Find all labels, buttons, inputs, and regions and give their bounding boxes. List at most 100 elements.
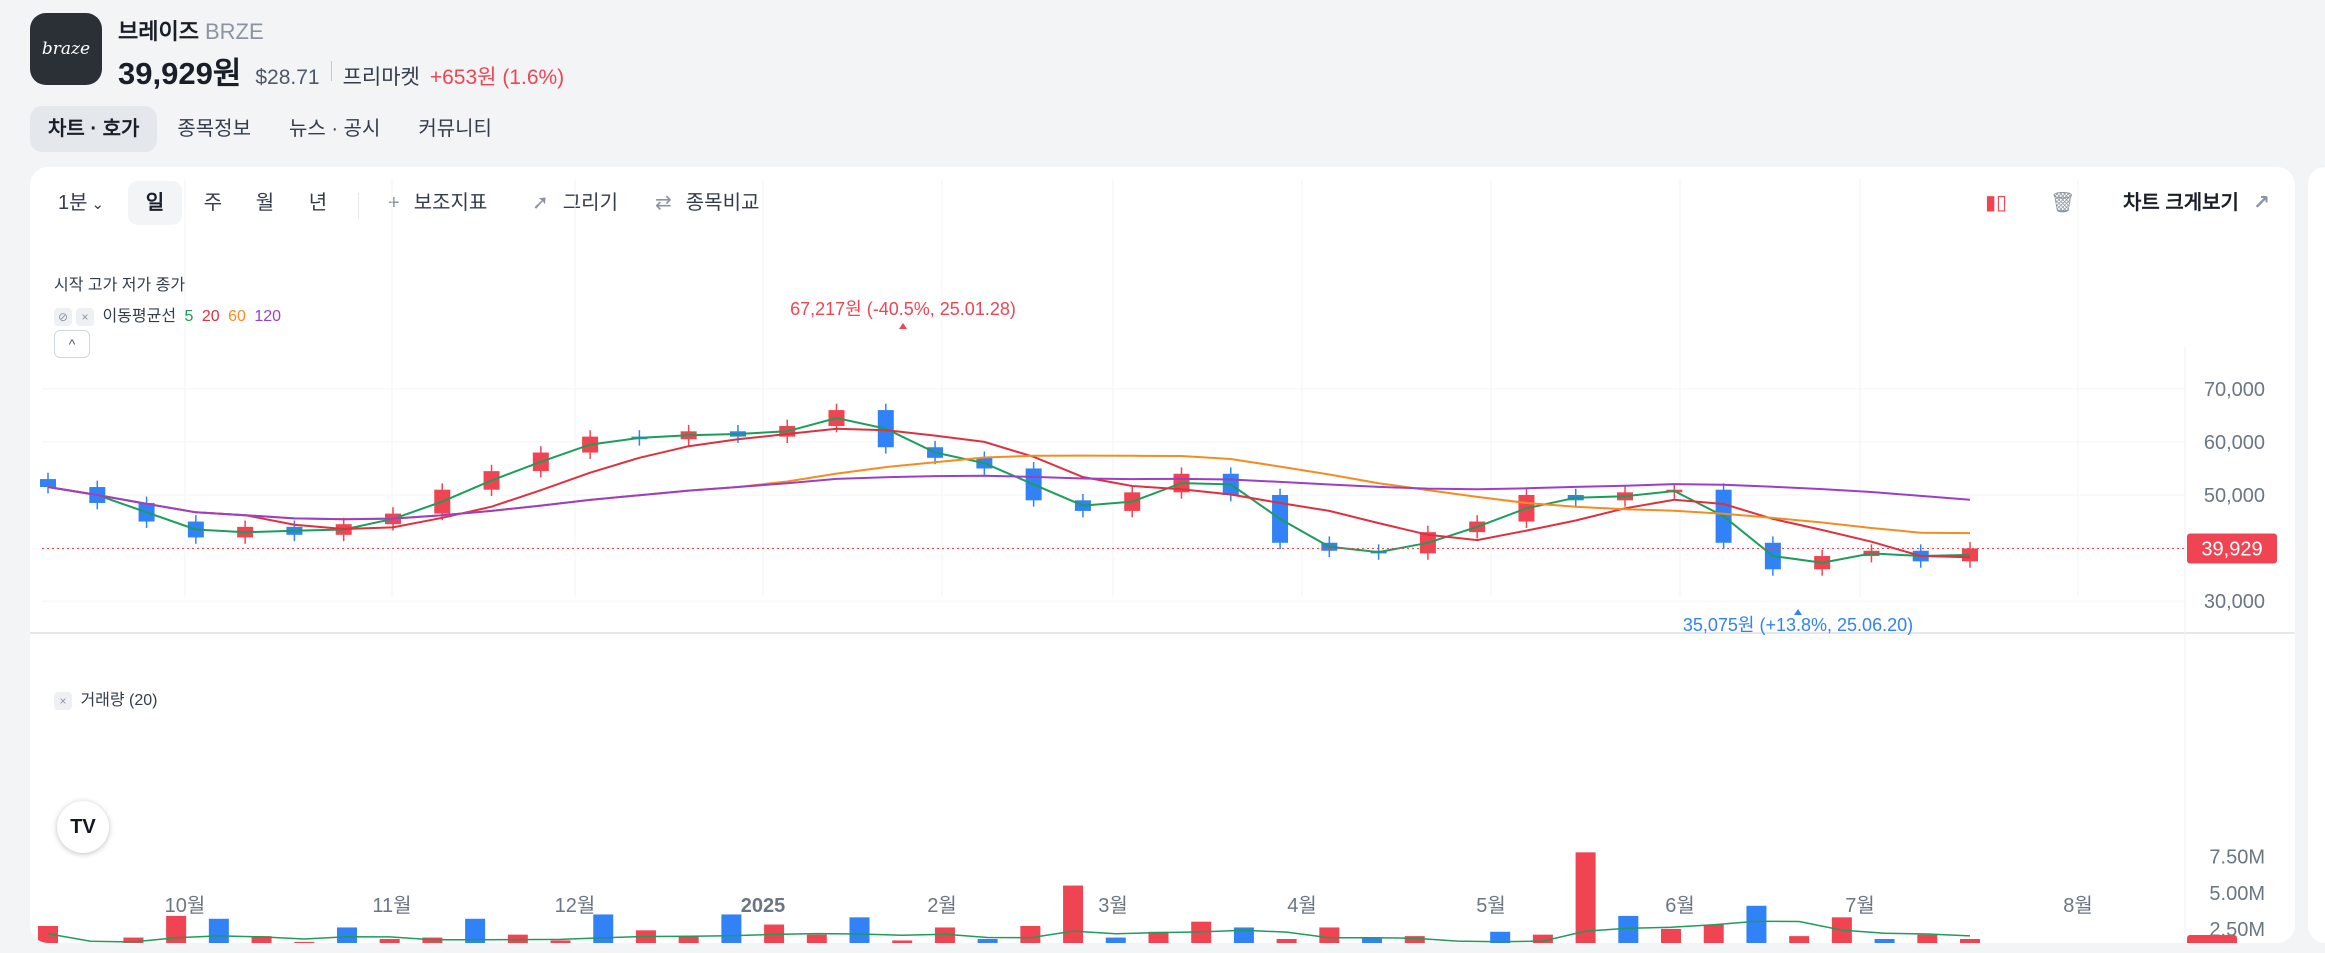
current-volume-badge <box>2187 935 2237 943</box>
volume-tick-label: 5.00M <box>2209 883 2265 905</box>
side-panel-edge <box>2308 167 2325 943</box>
volume-bar <box>294 941 315 943</box>
pencil-icon: ➚ <box>532 192 549 214</box>
volume-bar <box>123 937 144 943</box>
volume-bar <box>1661 928 1682 943</box>
volume-bar <box>1874 939 1895 943</box>
low-marker <box>1794 609 1802 615</box>
tab-chart[interactable]: 차트 · 호가 <box>30 106 158 152</box>
high-annotation: 67,217원 (-40.5%, 25.01.28) <box>790 299 1016 319</box>
volume-bar <box>849 917 870 943</box>
volume-bar <box>1703 924 1724 943</box>
eye-off-icon[interactable]: ⊘ <box>54 307 72 326</box>
volume-bar <box>1063 885 1084 943</box>
volume-tick-label: 7.50M <box>2209 847 2265 869</box>
ma120-line <box>47 474 1971 521</box>
volume-bar <box>806 934 827 943</box>
volume-label: 거래량 (20) <box>80 692 158 709</box>
plus-icon: + <box>388 192 400 214</box>
time-axis-label: 7월 <box>1845 894 1875 917</box>
price-tick-label: 70,000 <box>2204 379 2265 401</box>
volume-bar <box>550 940 571 943</box>
price-tick-label: 30,000 <box>2204 591 2265 613</box>
ma-label: 이동평균선 <box>102 308 177 325</box>
close-icon[interactable]: × <box>54 691 72 710</box>
time-axis-label: 6월 <box>1665 894 1695 917</box>
price-chart[interactable]: 70,00060,00050,00040,00030,0007.50M5.00M… <box>30 167 2295 943</box>
volume-bar <box>166 915 187 943</box>
low-annotation: 35,075원 (+13.8%, 25.06.20) <box>1683 615 1913 635</box>
volume-bar <box>507 934 528 943</box>
volume-bar <box>1233 927 1254 943</box>
current-price-badge <box>2187 533 2277 564</box>
volume-bar <box>1618 915 1639 943</box>
time-axis-label: 3월 <box>1098 894 1128 917</box>
expand-label: 차트 크게보기 <box>2123 192 2239 214</box>
indicators-label: 보조지표 <box>413 192 488 214</box>
volume-bar <box>678 936 699 943</box>
period-year[interactable]: 년 <box>308 192 328 214</box>
volume-bar <box>593 914 614 943</box>
time-axis-label: 2월 <box>927 894 957 917</box>
time-axis-label: 11월 <box>372 894 411 917</box>
volume-bar <box>1276 939 1297 943</box>
volume-bar <box>892 940 913 943</box>
swap-icon: ⇄ <box>655 192 672 214</box>
price-change: +653원 (1.6%) <box>429 66 565 89</box>
period-month[interactable]: 월 <box>255 192 275 214</box>
ma20-label: 20 <box>201 308 220 325</box>
stock-name-row: 브레이즈 BRZE <box>118 14 264 46</box>
price-tick-label: 50,000 <box>2204 485 2265 507</box>
volume-bar <box>1105 937 1126 943</box>
company-logo: braze <box>30 13 102 85</box>
volume-bar <box>977 939 998 943</box>
volume-bar <box>1746 905 1767 943</box>
current-price: 39,929원 <box>118 56 242 91</box>
ohlc-legend: 시작 고가 저가 종가 <box>54 277 186 294</box>
stock-name: 브레이즈 <box>118 19 199 44</box>
chart-card: 1분 ⌄ 일 주 월 년 + 보조지표 ➚ 그리기 ⇄ 종목비교 ▮▯ 🗑 차트 크게보… <box>30 167 2295 943</box>
chevron-down-icon: ⌄ <box>91 196 105 213</box>
ma20-line <box>47 427 1971 559</box>
toolbar-divider <box>358 193 359 219</box>
close-icon[interactable]: × <box>76 307 94 326</box>
time-axis-label: 8월 <box>2063 894 2093 917</box>
interval-dropdown[interactable]: 1분 ⌄ <box>58 181 104 225</box>
tab-community[interactable]: 커뮤니티 <box>418 118 492 140</box>
candle-body <box>40 479 56 488</box>
collapse-legend-button[interactable]: ^ <box>54 330 90 358</box>
ma60-label: 60 <box>228 308 246 325</box>
volume-bar <box>1148 931 1169 943</box>
price-tick-label: 60,000 <box>2204 432 2265 454</box>
volume-bar <box>208 918 229 943</box>
candle-style-icon[interactable]: ▮▯ <box>1985 192 2008 214</box>
stock-tabs: 차트 · 호가 종목정보 뉴스 · 공시 커뮤니티 <box>30 106 512 152</box>
compare-button[interactable]: ⇄ 종목비교 <box>655 181 759 225</box>
indicators-button[interactable]: + 보조지표 <box>388 181 487 225</box>
tab-stock-info[interactable]: 종목정보 <box>177 118 251 140</box>
period-day[interactable]: 일 <box>128 181 182 225</box>
volume-legend: × 거래량 (20) <box>54 686 158 710</box>
draw-button[interactable]: ➚ 그리기 <box>532 181 618 225</box>
stock-header: braze 브레이즈 BRZE 39,929원 $28.71 프리마켓 +653원… <box>0 0 2325 98</box>
stock-ticker: BRZE <box>204 19 264 44</box>
candle-body <box>1962 548 1978 562</box>
time-axis-label: 5월 <box>1476 894 1506 917</box>
compare-label: 종목비교 <box>685 192 760 214</box>
usd-price: $28.71 <box>255 66 320 89</box>
period-week[interactable]: 주 <box>203 192 223 214</box>
tradingview-logo[interactable]: TV <box>57 801 109 853</box>
draw-label: 그리기 <box>562 192 618 214</box>
volume-bar <box>1319 927 1340 943</box>
trash-icon[interactable]: 🗑 <box>2050 192 2076 214</box>
expand-chart-button[interactable]: 차트 크게보기 ↗ <box>2123 181 2270 225</box>
volume-bar <box>1362 937 1383 943</box>
volume-bar <box>1917 934 1938 943</box>
price-row: 39,929원 $28.71 프리마켓 +653원 (1.6%) <box>118 48 564 93</box>
expand-icon: ↗ <box>2252 192 2270 214</box>
volume-bar <box>465 918 486 943</box>
price-separator <box>330 60 332 81</box>
tab-news[interactable]: 뉴스 · 공시 <box>288 118 381 140</box>
volume-bar <box>379 939 400 943</box>
volume-ma-line <box>47 920 1971 943</box>
